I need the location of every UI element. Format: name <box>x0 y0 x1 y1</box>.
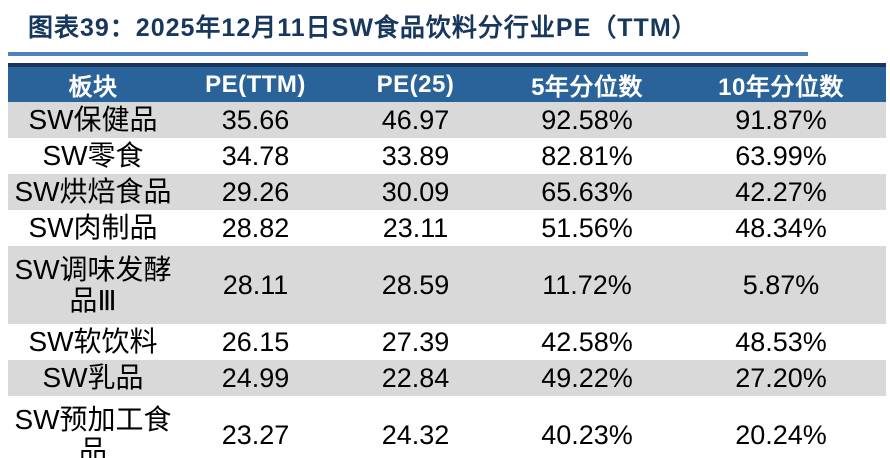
pe-25-value: 28.59 <box>381 269 450 300</box>
5y-pct-value: 92.58% <box>541 104 633 135</box>
pe-ttm-value: 28.82 <box>221 212 290 243</box>
pe-25-value: 46.97 <box>381 104 450 135</box>
sector-name: SW调味发酵品Ⅲ <box>14 253 172 316</box>
title-underline-divider <box>8 52 808 56</box>
header-cell-5y-pct: 5年分位数 <box>498 65 676 102</box>
sector-name: SW零食 <box>42 140 144 172</box>
pe-valuation-table: 板块 PE(TTM) PE(25) 5年分位数 10年分位数 SW保健品 35.… <box>8 63 886 458</box>
table-row: SW软饮料 26.15 27.39 42.58% 48.53% <box>8 324 886 360</box>
pe-ttm-value: 23.27 <box>221 419 290 450</box>
10y-pct-value: 27.20% <box>735 362 827 393</box>
pe-25-value: 24.32 <box>381 419 450 450</box>
pe-25-value: 33.89 <box>381 140 450 171</box>
pe-ttm-value: 34.78 <box>221 140 290 171</box>
5y-pct-value: 49.22% <box>541 362 633 393</box>
5y-pct-value: 51.56% <box>541 212 633 243</box>
table-row: SW调味发酵品Ⅲ 28.11 28.59 11.72% 5.87% <box>8 246 886 324</box>
pe-ttm-value: 29.26 <box>221 176 290 207</box>
table-row: SW烘焙食品 29.26 30.09 65.63% 42.27% <box>8 174 886 210</box>
pe-ttm-value: 24.99 <box>221 362 290 393</box>
table-row: SW零食 34.78 33.89 82.81% 63.99% <box>8 138 886 174</box>
pe-25-value: 27.39 <box>381 326 450 357</box>
10y-pct-value: 63.99% <box>735 140 827 171</box>
5y-pct-value: 82.81% <box>541 140 633 171</box>
pe-ttm-value: 26.15 <box>221 326 290 357</box>
10y-pct-value: 42.27% <box>735 176 827 207</box>
sector-name: SW预加工食品 <box>14 403 172 458</box>
10y-pct-value: 20.24% <box>735 419 827 450</box>
sector-name: SW烘焙食品 <box>14 176 172 208</box>
10y-pct-value: 48.34% <box>735 212 827 243</box>
10y-pct-value: 48.53% <box>735 326 827 357</box>
pe-ttm-value: 28.11 <box>222 269 289 300</box>
10y-pct-value: 91.87% <box>735 104 827 135</box>
header-cell-10y-pct: 10年分位数 <box>676 65 886 102</box>
table-row: SW乳品 24.99 22.84 49.22% 27.20% <box>8 360 886 396</box>
10y-pct-value: 5.87% <box>742 269 820 300</box>
sector-name: SW乳品 <box>42 362 144 394</box>
5y-pct-value: 65.63% <box>541 176 633 207</box>
pe-25-value: 22.84 <box>381 362 450 393</box>
table-row: SW预加工食品 23.27 24.32 40.23% 20.24% <box>8 396 886 458</box>
header-cell-pe-25: PE(25) <box>333 65 498 102</box>
header-cell-sector: 板块 <box>8 65 178 102</box>
header-cell-pe-ttm: PE(TTM) <box>178 65 333 102</box>
5y-pct-value: 42.58% <box>541 326 633 357</box>
pe-25-value: 30.09 <box>381 176 450 207</box>
sector-name: SW肉制品 <box>28 212 158 244</box>
pe-25-value: 23.11 <box>382 212 449 243</box>
5y-pct-value: 11.72% <box>542 269 632 300</box>
figure-title: 图表39：2025年12月11日SW食品饮料分行业PE（TTM） <box>28 14 698 42</box>
table-row: SW肉制品 28.82 23.11 51.56% 48.34% <box>8 210 886 246</box>
pe-ttm-value: 35.66 <box>221 104 290 135</box>
5y-pct-value: 40.23% <box>541 419 633 450</box>
table-row: SW保健品 35.66 46.97 92.58% 91.87% <box>8 102 886 138</box>
table-header-row: 板块 PE(TTM) PE(25) 5年分位数 10年分位数 <box>8 65 886 102</box>
sector-name: SW软饮料 <box>28 326 158 358</box>
sector-name: SW保健品 <box>28 104 158 136</box>
